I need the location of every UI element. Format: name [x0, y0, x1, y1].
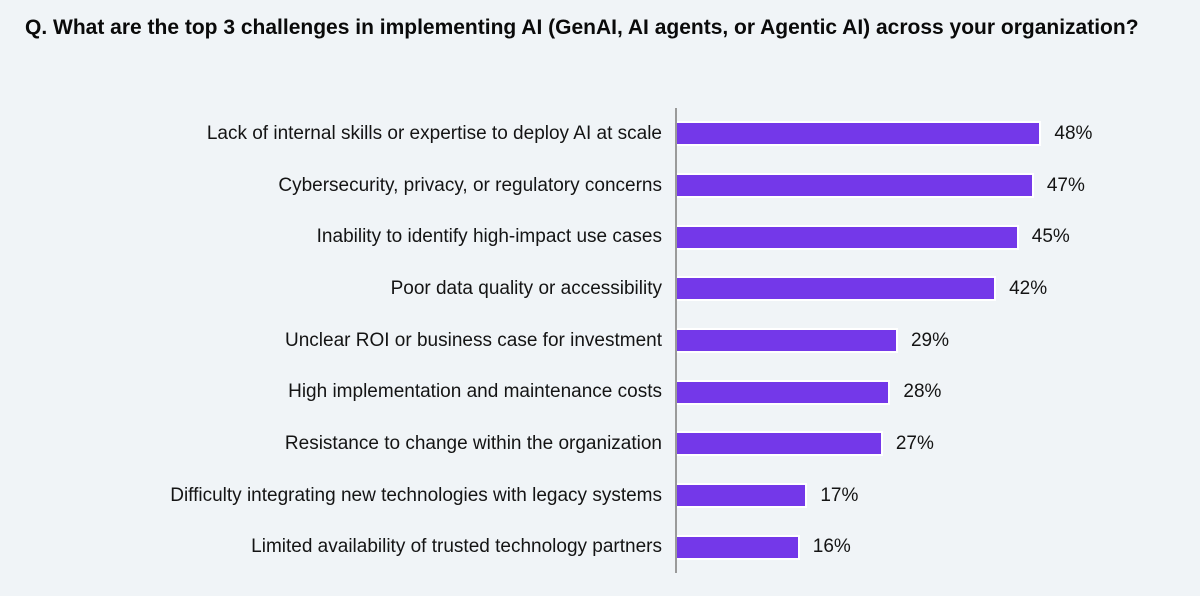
chart-row: Cybersecurity, privacy, or regulatory co…	[0, 160, 1200, 212]
category-label: Lack of internal skills or expertise to …	[206, 122, 662, 144]
bar-area: 48%	[675, 121, 1200, 147]
category-label: Limited availability of trusted technolo…	[251, 536, 662, 558]
category-label: Unclear ROI or business case for investm…	[285, 329, 662, 351]
chart-row: Inability to identify high-impact use ca…	[0, 211, 1200, 263]
bar	[675, 276, 997, 302]
category-label: Poor data quality or accessibility	[390, 277, 662, 299]
bar-area: 16%	[675, 534, 1200, 560]
y-axis-line	[675, 108, 677, 573]
chart-row: Resistance to change within the organiza…	[0, 418, 1200, 470]
chart-row: Lack of internal skills or expertise to …	[0, 108, 1200, 160]
chart-question-title: Q. What are the top 3 challenges in impl…	[25, 16, 1139, 39]
bar-area: 28%	[675, 379, 1200, 405]
bar	[675, 483, 808, 509]
value-label: 47%	[1046, 174, 1085, 196]
bar	[675, 379, 891, 405]
value-label: 16%	[812, 536, 851, 558]
chart-row: Unclear ROI or business case for investm…	[0, 315, 1200, 367]
value-label: 17%	[820, 484, 859, 506]
chart-row: High implementation and maintenance cost…	[0, 366, 1200, 418]
value-label: 48%	[1054, 122, 1093, 144]
category-label: High implementation and maintenance cost…	[288, 381, 662, 403]
bar	[675, 534, 800, 560]
bar	[675, 431, 883, 457]
category-label: Cybersecurity, privacy, or regulatory co…	[278, 174, 662, 196]
value-label: 45%	[1031, 226, 1070, 248]
bar-area: 27%	[675, 431, 1200, 457]
value-label: 28%	[903, 381, 942, 403]
value-label: 42%	[1009, 277, 1048, 299]
bar-chart: Lack of internal skills or expertise to …	[0, 108, 1200, 573]
value-label: 29%	[910, 329, 949, 351]
bar	[675, 173, 1034, 198]
bar-area: 42%	[675, 276, 1200, 302]
category-label: Inability to identify high-impact use ca…	[316, 226, 662, 248]
bar	[675, 328, 898, 354]
category-label: Difficulty integrating new technologies …	[170, 484, 662, 506]
bar	[675, 121, 1042, 147]
bar-area: 29%	[675, 328, 1200, 354]
value-label: 27%	[895, 432, 934, 454]
bar-area: 45%	[675, 224, 1200, 250]
bar-area: 47%	[675, 173, 1200, 198]
chart-row: Difficulty integrating new technologies …	[0, 470, 1200, 522]
chart-row: Limited availability of trusted technolo…	[0, 521, 1200, 573]
chart-row: Poor data quality or accessibility 42%	[0, 263, 1200, 315]
bar-area: 17%	[675, 483, 1200, 509]
bar	[675, 224, 1019, 250]
bar-chart-rows: Lack of internal skills or expertise to …	[0, 108, 1200, 573]
category-label: Resistance to change within the organiza…	[284, 432, 662, 454]
